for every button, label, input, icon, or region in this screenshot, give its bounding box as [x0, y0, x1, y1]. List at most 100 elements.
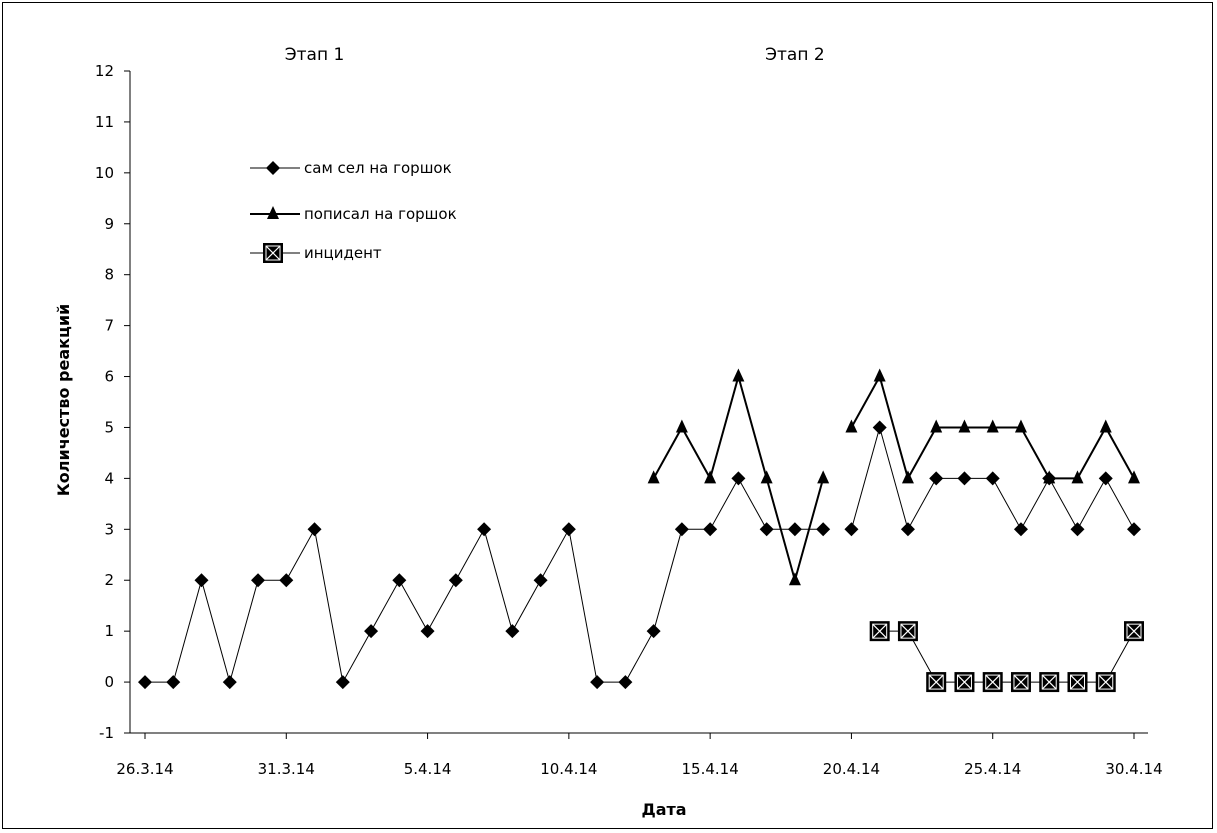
triangle-marker [760, 470, 773, 484]
x-square-cross [957, 674, 972, 690]
x-square-marker [1039, 672, 1060, 693]
diamond-marker [816, 522, 831, 537]
diamond-marker [138, 675, 152, 690]
legend-label: инцидент [304, 244, 382, 262]
x-square-marker [1124, 621, 1144, 642]
diamond-marker [251, 573, 266, 588]
x-square-inner [1013, 674, 1029, 690]
triangle-marker [1128, 470, 1140, 484]
diamond-marker [533, 573, 548, 588]
x-tick-label: 20.4.14 [823, 760, 880, 778]
y-tick-label: 5 [104, 418, 114, 436]
y-tick-label: 11 [95, 113, 114, 131]
x-tick-label: 15.4.14 [682, 760, 739, 778]
phase-label: Этап 2 [765, 45, 825, 65]
x-square-inner [1041, 674, 1057, 690]
x-square-inner [265, 245, 281, 261]
diamond-marker [279, 573, 294, 588]
diamond-marker [674, 522, 689, 537]
diamond-marker [985, 471, 1000, 486]
legend-entry-3: инцидент [250, 243, 382, 263]
triangle-marker [817, 470, 830, 484]
y-tick-label: 7 [104, 317, 114, 335]
x-square-inner [1069, 674, 1085, 690]
y-tick-label: 3 [104, 520, 114, 538]
y-tick-label: 4 [104, 469, 114, 487]
diamond-marker [307, 522, 322, 537]
triangle-marker [986, 419, 999, 433]
series-layer [138, 368, 1144, 693]
x-square-cross [872, 623, 888, 639]
x-square-cross [265, 245, 281, 261]
diamond-marker [222, 675, 237, 690]
series-2 [647, 368, 1140, 586]
diamond-marker [505, 624, 520, 639]
diamond-marker [646, 624, 661, 639]
diamond-marker [787, 522, 802, 537]
y-tick-label: 6 [104, 368, 114, 386]
x-square-marker [954, 672, 975, 693]
diamond-marker [1070, 522, 1085, 537]
series-1 [138, 420, 1141, 690]
y-tick-label: 0 [104, 673, 114, 691]
x-square-cross [928, 674, 944, 690]
triangle-marker [788, 572, 801, 586]
triangle-marker [1099, 419, 1112, 433]
diamond-marker [477, 522, 492, 537]
x-square-marker [263, 243, 283, 263]
x-square-marker [1067, 672, 1088, 693]
x-tick-label: 10.4.14 [540, 760, 597, 778]
diamond-marker [1127, 522, 1141, 537]
diamond-marker [420, 624, 435, 639]
triangle-marker [704, 470, 717, 484]
triangle-marker [647, 470, 660, 484]
y-tick-label: -1 [99, 724, 114, 742]
triangle-marker [1071, 470, 1084, 484]
series-line [145, 477, 824, 684]
diamond-marker [618, 675, 633, 690]
triangle-marker [675, 419, 688, 433]
triangle-marker [873, 368, 886, 382]
diamond-marker [448, 573, 463, 588]
x-tick-label: 26.3.14 [116, 760, 173, 778]
phase-label: Этап 1 [285, 45, 345, 65]
diamond-marker [872, 420, 887, 435]
x-square-marker [982, 672, 1003, 693]
legend-entry-1: сам сел на горшок [250, 159, 452, 177]
diamond-marker [844, 522, 859, 537]
x-square-marker [926, 672, 947, 693]
x-square-marker [1095, 672, 1116, 693]
triangle-marker [901, 470, 914, 484]
x-square-inner [956, 674, 972, 690]
diamond-marker [392, 573, 407, 588]
x-square-cross [1098, 674, 1114, 690]
x-tick-label: 25.4.14 [964, 760, 1021, 778]
diamond-marker [194, 573, 209, 588]
x-square-inner [985, 674, 1001, 690]
diamond-marker [266, 161, 280, 175]
diamond-marker [703, 522, 718, 537]
x-axis-title: Дата [641, 800, 686, 819]
triangle-marker [732, 368, 745, 382]
diamond-marker [731, 471, 746, 486]
y-tick-label: 10 [95, 164, 114, 182]
x-square-cross [1013, 674, 1029, 690]
diamond-marker [364, 624, 379, 639]
y-tick-label: 2 [104, 571, 114, 589]
diamond-marker [900, 522, 915, 537]
diamond-marker [590, 675, 605, 690]
triangle-marker [1014, 419, 1027, 433]
legend: сам сел на горшок пописал на горшок инциде… [250, 159, 457, 263]
x-square-cross [1041, 674, 1057, 690]
x-tick-label: 31.3.14 [258, 760, 315, 778]
x-square-cross [1126, 623, 1142, 639]
x-square-cross [900, 623, 916, 639]
diamond-marker [957, 471, 972, 486]
series-line [879, 630, 1135, 683]
x-square-inner [1098, 674, 1114, 690]
triangle-marker [930, 419, 943, 433]
y-tick-label: 9 [104, 215, 114, 233]
diamond-marker [1098, 471, 1113, 486]
